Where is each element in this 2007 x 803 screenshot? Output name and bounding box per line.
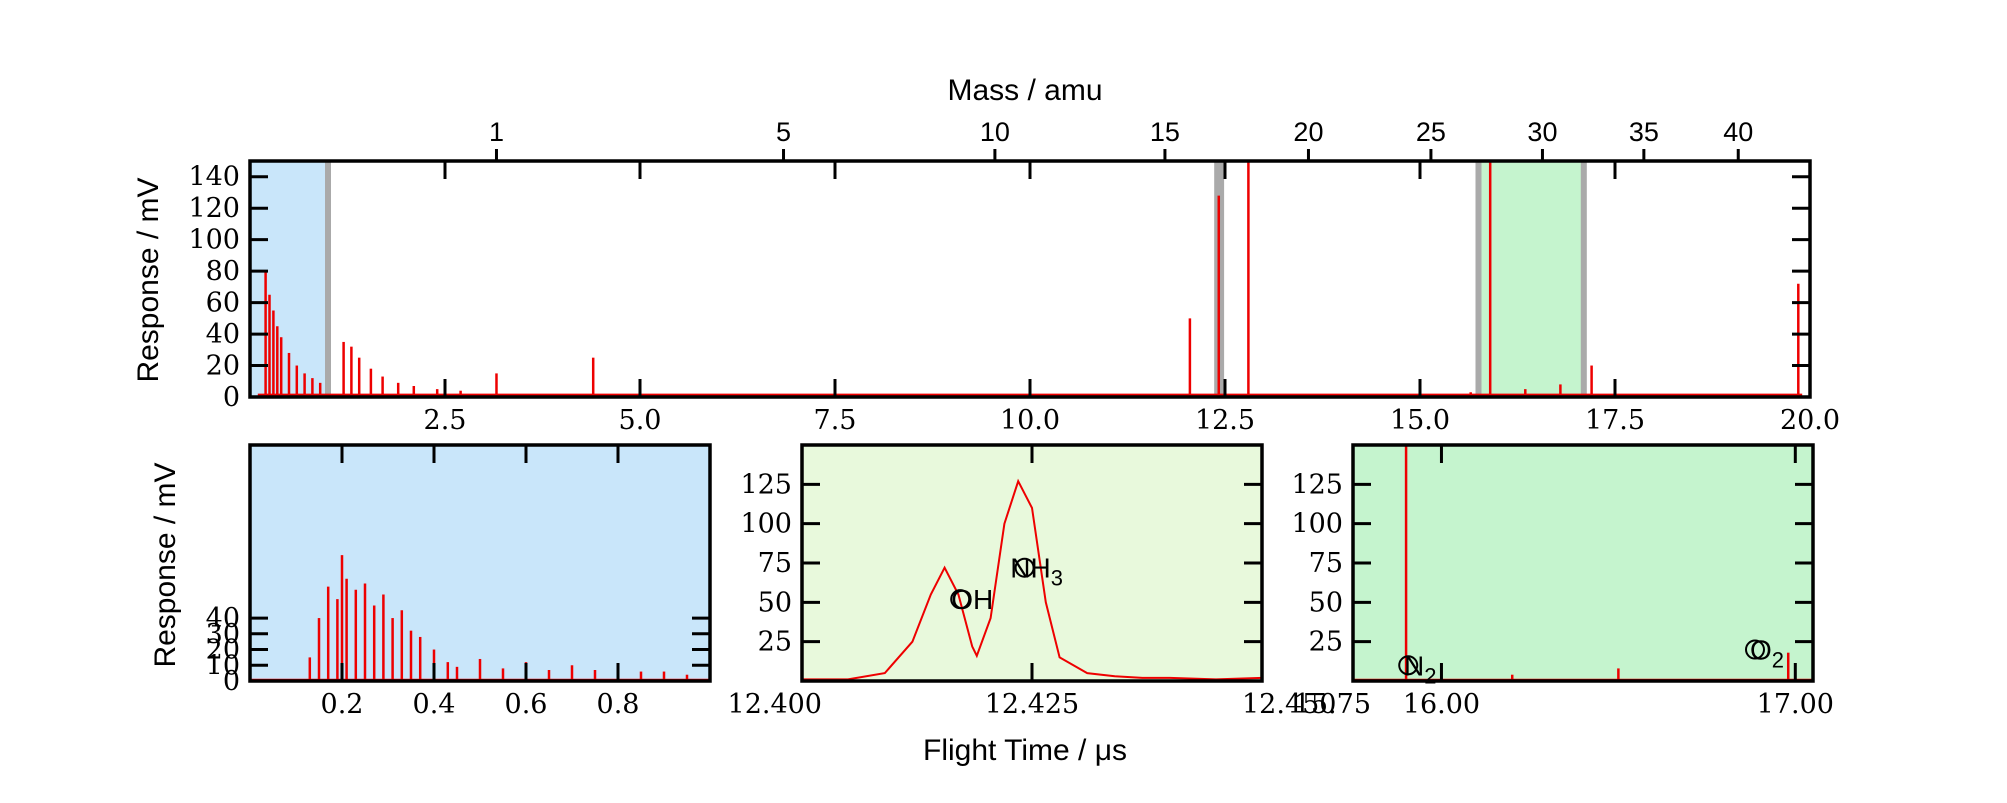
zoom-green-xtick-label: 17.00 <box>1757 689 1834 720</box>
mass-tick-label: 25 <box>1416 117 1446 147</box>
overview-ylabel: Response / mV <box>132 177 165 382</box>
overview-xtick-label: 12.5 <box>1195 405 1255 436</box>
zoom-mid-ytick-label: 75 <box>758 548 792 579</box>
overview-xtick-label: 2.5 <box>424 405 467 436</box>
zoom-mid-xtick-label: 12.425 <box>985 689 1079 720</box>
zoom-blue-xtick-label: 0.4 <box>413 689 456 720</box>
mass-tick-label: 1 <box>489 117 504 147</box>
overview-panel: 2.5 5.0 7.5 10.0 12.5 15.0 17.5 20.002040608010… <box>132 117 1840 436</box>
zoom-mid-trace <box>802 478 1263 681</box>
mass-tick-label: 30 <box>1527 117 1557 147</box>
zoom-green-ytick-label: 125 <box>1291 469 1343 500</box>
zoom-mid-ytick-label: 25 <box>758 627 792 658</box>
overview-xtick-label: 10.0 <box>1000 405 1060 436</box>
zoom-green-ytick-label: 100 <box>1291 509 1343 540</box>
zoom-blue-xtick-label: 0.8 <box>597 689 640 720</box>
top-axis-label: Mass / amu <box>947 74 1102 107</box>
mass-tick-label: 40 <box>1723 117 1753 147</box>
zoom-green-ytick-label: 50 <box>1309 587 1343 618</box>
overview-ytick-label: 80 <box>206 256 240 287</box>
overview-xtick-label: 17.5 <box>1585 405 1645 436</box>
bottom-axis-label: Flight Time / μs <box>923 734 1127 767</box>
overview-region-marker <box>325 161 331 397</box>
zoom-green-frame <box>1351 443 1815 683</box>
mass-tick-label: 20 <box>1293 117 1323 147</box>
overview-ytick-label: 120 <box>188 193 240 224</box>
zoom-blue-ytick-label: 40 <box>206 603 240 634</box>
mass-tick-label: 15 <box>1150 117 1180 147</box>
zoom-blue-ytick-label: 10 <box>206 650 240 681</box>
zoom-mid-xtick-label: 12.450 <box>1242 689 1336 720</box>
zoom-green-xtick-label: 15.75 <box>1294 689 1371 720</box>
zoom-green-ytick-label: 75 <box>1309 548 1343 579</box>
overview-ytick-label: 60 <box>206 288 240 319</box>
zoom-mid-ytick-label: 100 <box>740 509 792 540</box>
overview-xtick-label: 15.0 <box>1390 405 1450 436</box>
zoom-mid-ytick-label: 125 <box>740 469 792 500</box>
overview-ytick-label: 40 <box>206 319 240 350</box>
zoom-mid-xtick-label: 12.400 <box>728 689 822 720</box>
overview-ytick-label: 140 <box>188 162 240 193</box>
zoom-blue-ylabel: Response / mV <box>149 462 182 667</box>
zoom-mid-ytick-label: 50 <box>758 587 792 618</box>
overview-frame <box>248 159 1812 399</box>
zoom-blue-ytick-label: 30 <box>206 619 240 650</box>
zoom-blue-ytick-label: 0 <box>223 666 240 697</box>
overview-region-marker <box>1475 161 1482 397</box>
overview-xtick-label: 5.0 <box>619 405 662 436</box>
zoom-blue-frame <box>248 443 712 683</box>
overview-xtick-label: 7.5 <box>814 405 857 436</box>
zoom-green-annotation-marker <box>1398 655 1419 676</box>
zoom-mid-frame <box>800 443 1264 683</box>
overview-ytick-label: 0 <box>223 382 240 413</box>
zoom-blue-xtick-label: 0.2 <box>321 689 364 720</box>
mass-tick-label: 35 <box>1629 117 1659 147</box>
overview-region-marker <box>1218 161 1225 397</box>
overview-ytick-label: 20 <box>206 351 240 382</box>
zoom-blue-xtick-label: 0.6 <box>505 689 548 720</box>
overview-region-green <box>1478 161 1584 397</box>
zoom-blue-ytick-label: 20 <box>206 635 240 666</box>
overview-region-marker <box>1214 161 1221 397</box>
zoom-green-ytick-label: 25 <box>1309 627 1343 658</box>
zoom-green-annotation-marker <box>1745 639 1765 660</box>
mass-tick-label: 5 <box>776 117 791 147</box>
zoom-mid-annotation-marker <box>1014 557 1035 578</box>
overview-xtick-label: 20.0 <box>1780 405 1840 436</box>
zoom-green-xtick-label: 16.00 <box>1403 689 1480 720</box>
mass-tick-label: 10 <box>980 117 1010 147</box>
overview-ytick-label: 100 <box>188 225 240 256</box>
zoom-blue-panel-background <box>250 445 710 681</box>
zoom-mid-annotation-marker <box>950 589 971 610</box>
zoom-green-panel-background <box>1353 445 1813 681</box>
overview-region-marker <box>1580 161 1587 397</box>
zoom-mid-annotation: OH <box>951 584 993 615</box>
